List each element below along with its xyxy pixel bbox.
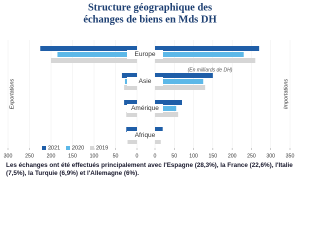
bar [51,58,137,63]
legend-label: 2019 [96,145,108,151]
chart-title: Structure géographique des [88,2,212,13]
bar [40,46,137,51]
x-tick-label: 250 [247,153,256,159]
x-tick-label: 300 [266,153,275,159]
x-tick-label: 350 [286,153,295,159]
x-tick-label: 200 [47,153,56,159]
x-tick-label: 100 [189,153,198,159]
category-label-box [127,50,163,59]
category-label-box [127,77,163,86]
bar [155,100,182,105]
axis-label: Exportations [9,78,15,109]
bar [155,79,204,84]
category-label: Europe [135,51,156,58]
category-label-box [127,104,163,113]
x-tick-label: 100 [90,153,99,159]
legend-swatch [90,146,94,150]
caption: Les échanges ont été effectués principal… [6,162,293,177]
bar [126,112,137,117]
legend-label: 2020 [72,145,84,151]
legend-swatch [42,146,46,150]
bar [155,106,177,111]
bar [155,112,179,117]
bar [155,85,206,90]
chart: Structure géographique des échanges de b… [4,2,295,159]
bar [155,127,163,132]
bar [57,52,138,57]
category-label-box [127,131,163,140]
note: (En milliards de DH) [188,67,233,73]
page: {"chart_data": {"type": "butterfly", "ti… [3,2,295,177]
legend-label: 2021 [48,145,60,151]
bar [124,85,137,90]
x-tick-label: 150 [209,153,218,159]
bar [121,73,137,78]
bar [155,46,260,51]
x-tick-label: 50 [113,153,119,159]
bar [124,100,137,105]
x-tick-label: 200 [228,153,237,159]
axis-label: Importations [283,79,289,110]
bar [155,58,256,63]
bar [126,127,137,132]
x-tick-label: 300 [4,153,13,159]
x-tick-label: 0 [136,153,139,159]
category-label: Afrique [135,132,156,139]
x-tick-label: 50 [171,153,177,159]
bar [155,52,244,57]
category-label: Amérique [131,105,159,112]
bar [127,139,137,144]
x-tick-label: 0 [154,153,157,159]
legend-swatch [66,146,70,150]
chart-title: échanges de biens en Mds DH [83,14,216,25]
x-tick-label: 150 [68,153,77,159]
x-tick-label: 250 [25,153,34,159]
bar [155,139,161,144]
category-label: Asie [139,78,152,85]
bar [155,73,213,78]
